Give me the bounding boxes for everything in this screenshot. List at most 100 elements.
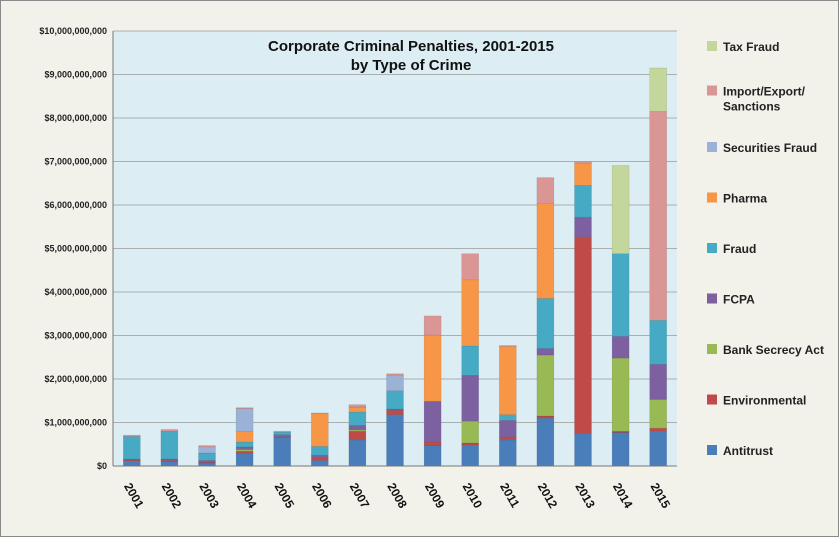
bar-segment — [574, 162, 592, 186]
bar-segment — [198, 460, 216, 463]
y-tick-label: $9,000,000,000 — [44, 70, 107, 80]
bar-segment — [273, 431, 291, 435]
legend-label: Bank Secrecy Act — [723, 343, 824, 357]
bar-segment — [649, 320, 667, 365]
bar-segment — [461, 375, 479, 422]
legend-swatch — [707, 192, 717, 203]
bar-segment — [235, 452, 254, 467]
bar-segment — [348, 439, 367, 467]
legend-swatch — [707, 41, 717, 51]
bar-segment — [273, 436, 291, 438]
bar-segment — [386, 373, 404, 376]
legend-label: Securities Fraud — [723, 141, 817, 155]
bar-segment — [611, 336, 630, 359]
bar-segment — [536, 354, 555, 417]
bar-segment — [611, 432, 630, 467]
bar-segment — [423, 401, 442, 443]
bar-segment — [311, 446, 329, 456]
y-tick-label: $5,000,000,000 — [44, 244, 107, 254]
bar-segment — [235, 430, 254, 443]
bar-segment — [423, 441, 442, 446]
bar-segment — [235, 446, 254, 450]
legend-label: Antitrust — [723, 444, 773, 458]
bar-segment — [536, 298, 555, 349]
y-tick-label: $2,000,000,000 — [44, 374, 107, 384]
x-tick-label: 2002 — [159, 481, 185, 511]
bar-segment — [160, 461, 179, 467]
y-tick-label: $3,000,000,000 — [44, 331, 107, 341]
bar-segment — [348, 404, 367, 408]
bar-segment — [536, 417, 555, 467]
x-tick-label: 2003 — [196, 481, 222, 511]
x-tick-label: 2013 — [572, 481, 598, 511]
bar-segment — [235, 408, 254, 432]
legend-label: FCPA — [723, 293, 755, 307]
bar-segment — [311, 412, 329, 415]
bar-segment — [649, 67, 667, 112]
bar-segment — [273, 437, 291, 467]
x-tick-label: 2012 — [535, 481, 561, 511]
bar-segment — [311, 460, 329, 467]
bar-segment — [649, 430, 667, 467]
legend-swatch — [707, 142, 717, 152]
chart-title-line-2: by Type of Crime — [351, 57, 472, 74]
bar-segment — [461, 442, 479, 446]
bar-segment — [123, 436, 141, 460]
legend-label: Pharma — [723, 192, 767, 206]
legend-label: Tax Fraud — [723, 40, 779, 54]
legend-swatch — [707, 394, 717, 405]
legend-swatch — [707, 85, 717, 96]
bar-segment — [386, 374, 404, 391]
legend-swatch — [707, 344, 717, 354]
bar-segment — [423, 445, 442, 467]
bar-segment — [574, 216, 592, 238]
bars — [123, 67, 667, 467]
x-tick-label: 2001 — [121, 481, 147, 511]
bar-segment — [536, 348, 555, 356]
bar-segment — [348, 411, 367, 426]
y-tick-labels: $0 $1,000,000,000 $2,000,000,000 $3,000,000… — [39, 26, 107, 471]
bar-segment — [311, 457, 329, 461]
x-tick-label: 2006 — [309, 481, 335, 511]
bar-segment — [536, 203, 555, 299]
bar-segment — [649, 363, 667, 400]
legend-label: Fraud — [723, 242, 756, 256]
bar-segment — [311, 413, 329, 447]
bar-segment — [499, 414, 517, 421]
bar-segment — [574, 185, 592, 218]
bar-segment — [198, 446, 216, 454]
legend-swatch — [707, 445, 717, 455]
y-tick-label: $0 — [97, 461, 107, 471]
bar-segment — [611, 357, 630, 432]
x-tick-label: 2005 — [272, 481, 298, 511]
bar-segment — [311, 454, 329, 458]
y-tick-label: $10,000,000,000 — [39, 26, 107, 36]
x-tick-label: 2009 — [422, 481, 448, 511]
bar-segment — [499, 346, 517, 415]
bar-segment — [461, 253, 479, 281]
bar-segment — [461, 420, 479, 444]
x-tick-label: 2014 — [610, 481, 636, 511]
bar-segment — [461, 345, 479, 376]
bar-segment — [611, 165, 630, 254]
bar-segment — [423, 334, 442, 402]
y-tick-label: $1,000,000,000 — [44, 418, 107, 428]
bar-segment — [235, 407, 254, 409]
x-tick-label: 2007 — [347, 481, 373, 511]
bar-segment — [574, 433, 592, 467]
bar-segment — [348, 430, 367, 441]
bar-segment — [386, 408, 404, 411]
y-tick-label: $4,000,000,000 — [44, 287, 107, 297]
bar-segment — [611, 253, 630, 337]
bar-segment — [123, 460, 141, 467]
bar-segment — [123, 434, 141, 437]
bar-segment — [235, 449, 254, 452]
bar-segment — [536, 415, 555, 419]
x-tick-label: 2010 — [460, 481, 486, 511]
bar-segment — [386, 414, 404, 467]
bar-segment — [235, 450, 254, 454]
x-tick-label: 2004 — [234, 481, 260, 511]
legend-label: Import/Export/Sanctions — [723, 85, 806, 114]
bar-segment — [499, 345, 517, 347]
